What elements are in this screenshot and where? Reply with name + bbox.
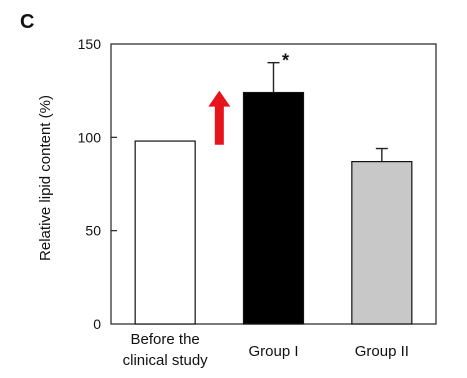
y-tick-label: 100	[78, 129, 102, 145]
significance-asterisk: *	[282, 51, 289, 71]
panel-label: C	[20, 11, 34, 33]
category-labels: Before the clinical study Group I Group II	[123, 331, 409, 369]
y-tick-label: 50	[85, 223, 101, 239]
category-label: clinical study	[123, 352, 209, 369]
y-axis-label: Relative lipid content (%)	[37, 95, 54, 261]
bar	[134, 140, 196, 325]
y-tick-label: 0	[93, 316, 101, 332]
category-label: Before the	[131, 331, 200, 348]
y-tick-label: 150	[78, 36, 102, 52]
y-ticks: 0 50 100 150	[78, 36, 117, 332]
annotations: *	[282, 51, 289, 71]
red-up-arrow	[208, 90, 231, 145]
error-bars	[267, 61, 388, 162]
category-label: Group II	[355, 343, 409, 360]
arrow-up-icon	[208, 90, 231, 145]
category-label: Group I	[248, 343, 298, 360]
bars	[134, 91, 413, 325]
bar	[242, 91, 305, 325]
bar	[351, 161, 413, 325]
